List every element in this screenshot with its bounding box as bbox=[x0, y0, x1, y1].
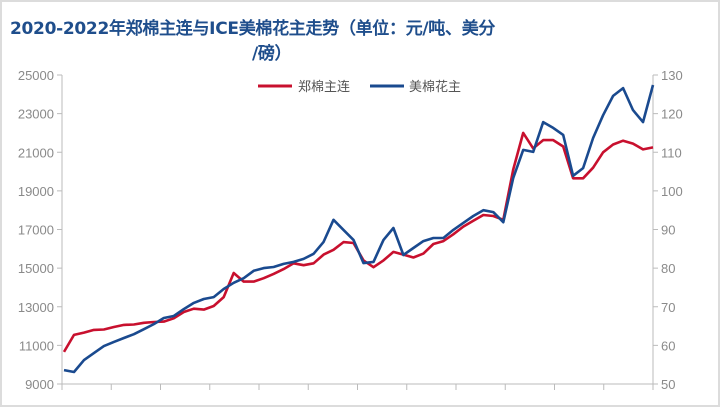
left-tick-label: 15000 bbox=[18, 261, 54, 276]
series-line-ice-cotton bbox=[63, 84, 655, 374]
left-tick-label: 17000 bbox=[18, 223, 54, 238]
right-tick-label: 50 bbox=[661, 377, 675, 392]
legend-label-ice: 美棉花主 bbox=[409, 79, 461, 95]
chart-title-line-1: 2020-2022年郑棉主连与ICE美棉花主走势（单位：元/吨、美分 bbox=[10, 19, 496, 39]
right-tick-label: 130 bbox=[661, 68, 683, 83]
right-tick-label: 90 bbox=[661, 223, 675, 238]
left-tick-label: 21000 bbox=[18, 145, 54, 160]
legend-label-zheng: 郑棉主连 bbox=[298, 79, 350, 95]
left-tick-label: 25000 bbox=[18, 68, 54, 83]
series-line-zheng-cotton bbox=[62, 131, 654, 353]
right-tick-label: 60 bbox=[661, 338, 675, 353]
left-tick-label: 9000 bbox=[25, 377, 54, 392]
right-tick-label: 100 bbox=[661, 184, 683, 199]
left-tick-label: 11000 bbox=[19, 338, 54, 353]
left-tick-label: 13000 bbox=[18, 300, 54, 315]
legend: 郑棉主连 美棉花主 bbox=[258, 79, 461, 95]
chart-title-line-2: /磅） bbox=[252, 44, 292, 64]
right-tick-label: 120 bbox=[661, 107, 683, 122]
right-tick-label: 80 bbox=[661, 261, 675, 276]
right-tick-label: 110 bbox=[661, 145, 682, 160]
left-tick-label: 23000 bbox=[18, 107, 54, 122]
right-tick-label: 70 bbox=[661, 300, 675, 315]
left-tick-label: 19000 bbox=[18, 184, 54, 199]
